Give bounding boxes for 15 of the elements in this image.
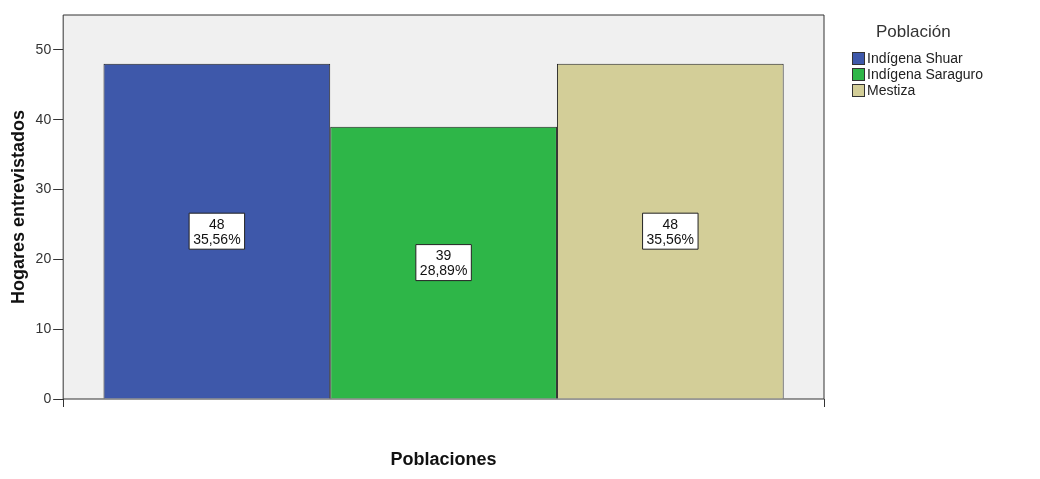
legend-label: Indígena Saraguro (867, 66, 983, 82)
y-tick-label: 0 (43, 389, 52, 406)
x-axis-title: Poblaciones (390, 449, 497, 470)
legend-label: Indígena Shuar (867, 50, 963, 66)
legend-label: Mestiza (867, 82, 916, 98)
y-tick-label: 20 (35, 250, 52, 267)
y-tick-label: 40 (35, 110, 52, 127)
data-label: 48 35,56% (646, 215, 695, 247)
y-tick-label: 50 (35, 40, 52, 57)
y-tick-label: 10 (35, 320, 52, 337)
y-tick-label: 30 (35, 180, 52, 197)
data-label: 48 35,56% (193, 215, 241, 247)
y-axis-title: Hogares entrevistados (7, 109, 28, 305)
legend-title: Población (876, 22, 952, 42)
data-label: 39 28,89% (419, 246, 468, 278)
